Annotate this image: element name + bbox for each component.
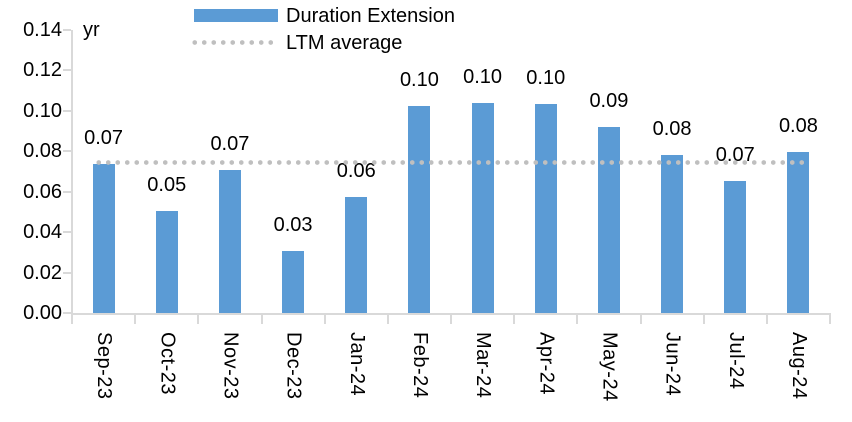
x-tick (197, 315, 200, 324)
y-axis-label: 0.02 (23, 261, 62, 284)
x-axis-label: Jun-24 (661, 332, 684, 397)
bar (155, 210, 178, 313)
bar (661, 155, 684, 313)
bar (724, 180, 747, 313)
x-axis-label: Jul-24 (724, 332, 747, 390)
x-tick (260, 315, 263, 324)
bar-value-label: 0.10 (399, 68, 439, 91)
legend-bar-swatch (194, 9, 278, 22)
x-axis-label: Jan-24 (345, 332, 368, 397)
x-axis-label: Dec-23 (282, 332, 305, 400)
x-axis-label: Sep-23 (93, 332, 116, 400)
bar-value-label: 0.03 (273, 214, 313, 237)
x-tick (765, 315, 768, 324)
ltm-average-line (94, 159, 804, 165)
x-axis-label: Mar-24 (472, 332, 495, 399)
x-tick (386, 315, 389, 324)
bar (597, 127, 620, 313)
bar-value-label: 0.10 (463, 65, 503, 88)
y-tick (63, 231, 71, 234)
bar (282, 251, 305, 313)
y-tick (63, 312, 71, 314)
x-tick (639, 315, 642, 324)
bar-value-label: 0.06 (336, 159, 376, 182)
bar-value-label: 0.09 (589, 90, 629, 113)
bar (92, 164, 115, 313)
bar-value-label: 0.05 (147, 173, 187, 196)
x-tick (829, 315, 831, 324)
y-axis-label: 0.12 (23, 59, 62, 82)
y-tick (63, 69, 71, 72)
y-tick (63, 190, 71, 193)
y-axis-unit-label: yr (83, 19, 100, 41)
x-tick (323, 315, 326, 324)
x-axis-line (71, 313, 831, 315)
x-axis-label: Oct-23 (156, 332, 179, 396)
y-axis-label: 0.00 (23, 302, 62, 324)
bar (218, 170, 241, 313)
bar (408, 105, 431, 313)
x-axis-label: Aug-24 (787, 332, 810, 400)
x-axis-label: Feb-24 (408, 332, 431, 399)
y-tick (63, 29, 71, 31)
x-tick (702, 315, 705, 324)
y-tick (63, 150, 71, 153)
x-tick (513, 315, 516, 324)
x-tick (71, 315, 73, 324)
legend-label-ltm-average: LTM average (286, 32, 403, 54)
bar (787, 152, 810, 313)
bar (471, 102, 494, 313)
bar-value-label: 0.10 (526, 66, 566, 89)
bar (534, 103, 557, 313)
y-tick (63, 109, 71, 112)
x-axis-label: Apr-24 (535, 332, 558, 396)
legend-label-duration-extension: Duration Extension (286, 5, 455, 27)
x-tick (576, 315, 579, 324)
x-tick (450, 315, 452, 324)
y-axis-line (71, 30, 73, 314)
bar (345, 196, 368, 313)
bar-value-label: 0.07 (84, 127, 124, 150)
x-tick (134, 315, 137, 324)
bar-value-label: 0.08 (652, 118, 692, 141)
bar-value-label: 0.08 (778, 115, 818, 138)
y-axis-label: 0.08 (23, 140, 62, 163)
legend-dotted-line-swatch (190, 40, 278, 45)
y-axis-label: 0.14 (23, 19, 62, 41)
y-axis-label: 0.04 (23, 221, 62, 244)
x-axis-label: Nov-23 (219, 332, 242, 400)
y-tick (63, 271, 71, 274)
y-axis-label: 0.10 (23, 99, 62, 122)
x-axis-label: May-24 (598, 332, 621, 402)
bar-value-label: 0.07 (210, 133, 250, 156)
y-axis-label: 0.06 (23, 180, 62, 203)
